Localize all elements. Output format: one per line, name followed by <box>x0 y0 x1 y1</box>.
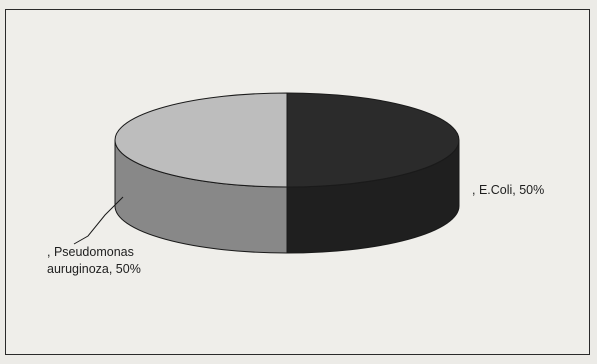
leader-line-pseudomonas <box>73 196 124 245</box>
data-label-pseudomonas-line-1: , Pseudomonas <box>47 245 134 259</box>
data-label-e-coli-line-1: , E.Coli, 50% <box>472 183 545 197</box>
data-label-pseudomonas: , Pseudomonas auruginoza, 50% <box>47 244 141 278</box>
data-label-pseudomonas-line-2: auruginoza, 50% <box>47 262 141 276</box>
data-label-e-coli: , E.Coli, 50% <box>472 182 544 199</box>
pie-slice-pseudomonas-auruginoza <box>114 92 288 188</box>
pie-slice-e-coli <box>286 92 460 188</box>
